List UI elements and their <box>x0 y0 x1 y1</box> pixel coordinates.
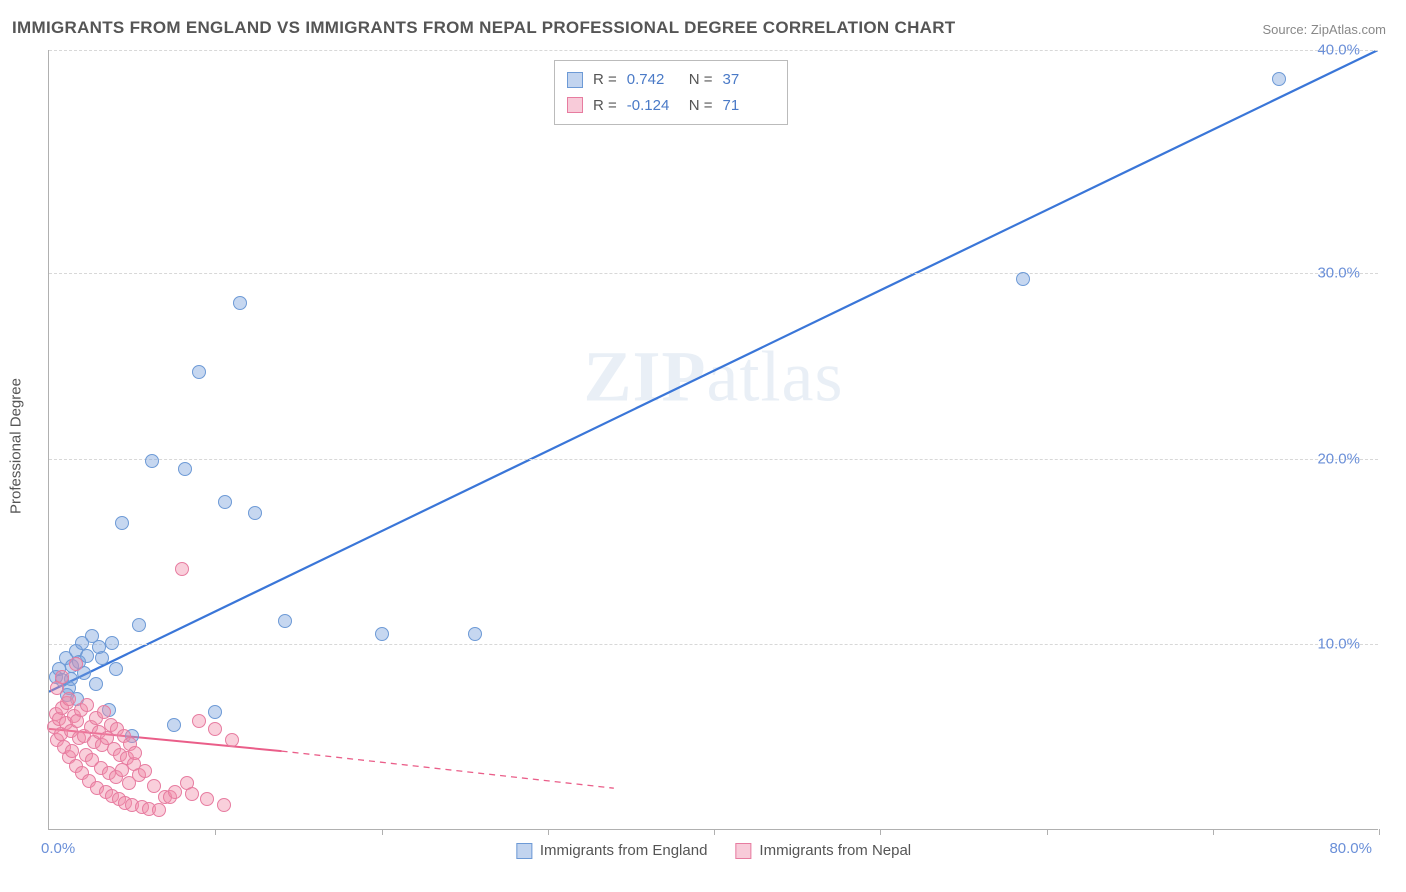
data-point <box>468 627 482 641</box>
r-label: R = <box>593 93 617 119</box>
x-tick <box>382 829 383 835</box>
r-value-england: 0.742 <box>627 67 679 93</box>
swatch-pink-icon <box>567 97 583 113</box>
data-point <box>145 454 159 468</box>
data-point <box>200 792 214 806</box>
chart-container: IMMIGRANTS FROM ENGLAND VS IMMIGRANTS FR… <box>0 0 1406 892</box>
data-point <box>185 787 199 801</box>
n-value-nepal: 71 <box>723 93 775 119</box>
data-point <box>1272 72 1286 86</box>
plot-area: ZIPatlas R = 0.742 N = 37 R = -0.124 N =… <box>48 50 1378 830</box>
x-tick <box>880 829 881 835</box>
data-point <box>178 462 192 476</box>
data-point <box>147 779 161 793</box>
data-point <box>128 746 142 760</box>
n-label: N = <box>689 67 713 93</box>
data-point <box>248 506 262 520</box>
trend-lines <box>49 50 1378 829</box>
x-axis-min-label: 0.0% <box>41 840 75 857</box>
n-value-england: 37 <box>723 67 775 93</box>
data-point <box>208 722 222 736</box>
data-point <box>152 803 166 817</box>
data-point <box>233 296 247 310</box>
swatch-pink-icon <box>735 843 751 859</box>
data-point <box>132 618 146 632</box>
data-point <box>208 705 222 719</box>
gridline <box>49 459 1378 460</box>
data-point <box>69 657 83 671</box>
y-axis-title: Professional Degree <box>8 378 25 514</box>
data-point <box>105 636 119 650</box>
data-point <box>138 764 152 778</box>
x-tick <box>1213 829 1214 835</box>
legend-item-nepal: Immigrants from Nepal <box>735 842 911 859</box>
gridline <box>49 273 1378 274</box>
swatch-blue-icon <box>567 72 583 88</box>
watermark: ZIPatlas <box>584 336 844 419</box>
legend-label: Immigrants from England <box>540 842 708 859</box>
correlation-legend: R = 0.742 N = 37 R = -0.124 N = 71 <box>554 60 788 125</box>
swatch-blue-icon <box>516 843 532 859</box>
data-point <box>115 516 129 530</box>
chart-title: IMMIGRANTS FROM ENGLAND VS IMMIGRANTS FR… <box>12 18 956 38</box>
gridline <box>49 50 1378 51</box>
y-tick-label: 40.0% <box>1317 42 1360 59</box>
data-point <box>375 627 389 641</box>
data-point <box>168 785 182 799</box>
data-point <box>218 495 232 509</box>
data-point <box>89 677 103 691</box>
y-tick-label: 10.0% <box>1317 636 1360 653</box>
data-point <box>225 733 239 747</box>
x-axis-max-label: 80.0% <box>1329 840 1372 857</box>
data-point <box>62 692 76 706</box>
data-point <box>80 698 94 712</box>
x-tick <box>1379 829 1380 835</box>
watermark-light: atlas <box>707 337 844 417</box>
data-point <box>278 614 292 628</box>
gridline <box>49 644 1378 645</box>
legend-label: Immigrants from Nepal <box>759 842 911 859</box>
source-label: Source: ZipAtlas.com <box>1262 22 1386 37</box>
data-point <box>65 744 79 758</box>
n-label: N = <box>689 93 713 119</box>
data-point <box>192 365 206 379</box>
x-tick <box>215 829 216 835</box>
legend-item-england: Immigrants from England <box>516 842 708 859</box>
data-point <box>167 718 181 732</box>
data-point <box>192 714 206 728</box>
r-value-nepal: -0.124 <box>627 93 679 119</box>
corr-row-england: R = 0.742 N = 37 <box>567 67 775 93</box>
data-point <box>1016 272 1030 286</box>
series-legend: Immigrants from England Immigrants from … <box>516 842 911 859</box>
data-point <box>109 662 123 676</box>
y-tick-label: 30.0% <box>1317 264 1360 281</box>
data-point <box>92 640 106 654</box>
watermark-bold: ZIP <box>584 337 707 417</box>
x-tick <box>548 829 549 835</box>
y-tick-label: 20.0% <box>1317 450 1360 467</box>
x-tick <box>1047 829 1048 835</box>
data-point <box>97 705 111 719</box>
data-point <box>217 798 231 812</box>
r-label: R = <box>593 67 617 93</box>
corr-row-nepal: R = -0.124 N = 71 <box>567 93 775 119</box>
data-point <box>175 562 189 576</box>
x-tick <box>714 829 715 835</box>
data-point <box>55 670 69 684</box>
